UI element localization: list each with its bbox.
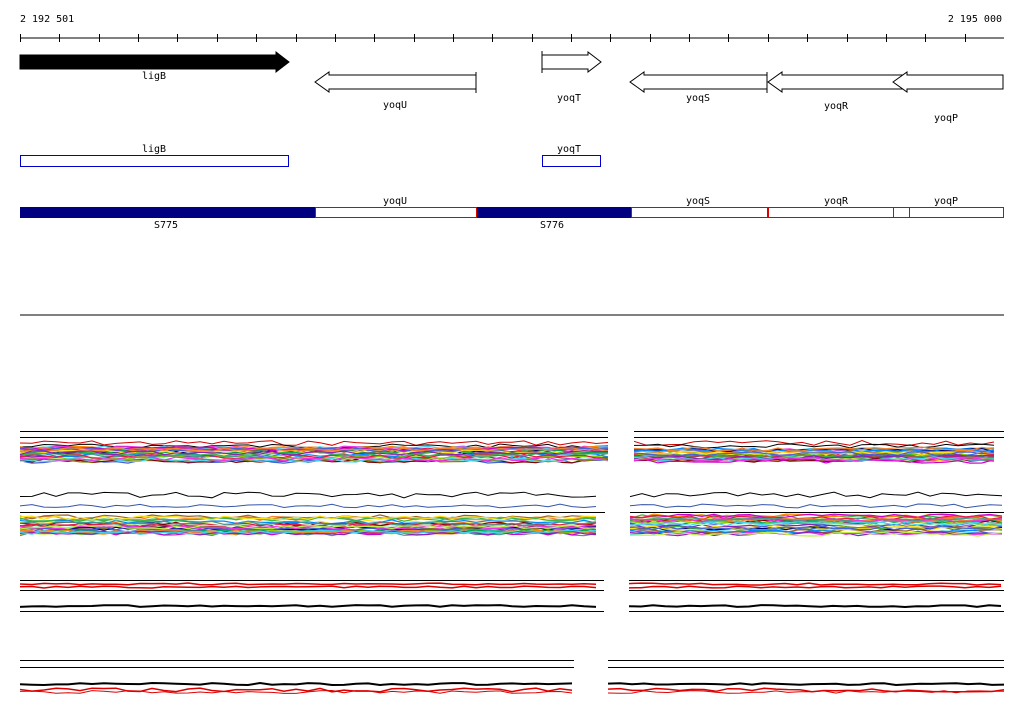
segment-small[interactable] [893,207,910,218]
segment-label-yoqP: yoqP [934,196,958,207]
feature-box-yoqT[interactable] [542,155,601,167]
segment-label-yoqS: yoqS [686,196,710,207]
profile-line [633,451,995,457]
profile-line [19,519,597,525]
profile-line [628,604,1002,609]
gene-arrow-yoqP[interactable] [892,71,1004,93]
profile-line [607,690,1005,694]
segment-label-S776: S776 [540,220,564,231]
profile-line [628,582,1002,586]
profile-line [628,585,1002,589]
segment-label-S775: S775 [154,220,178,231]
gene-track: ligB yoqU yoqT yoqS yoqR yoqP [19,50,1004,124]
profile-line [19,491,597,499]
gene-arrow-ligB[interactable] [19,50,290,74]
gene-arrow-yoqS[interactable] [629,71,768,93]
profile-line [19,604,597,608]
profile-line [629,516,1003,522]
position-ruler: 2 192 501 2 195 000 [20,14,1004,42]
segment-track: yoqU yoqS yoqR yoqP S775 S776 [20,196,1004,231]
profile-line [633,446,995,452]
gene-label-yoqP: yoqP [934,113,958,124]
profile-line [19,530,597,536]
gene-label-yoqT: yoqT [557,93,581,104]
profile-line [19,520,597,526]
profile-line [19,524,597,530]
profile-line [629,503,1003,509]
profile-line [633,458,995,464]
profile-line [19,503,597,509]
profile-line [629,521,1003,527]
feature-box-ligB[interactable] [20,155,289,167]
segment-S775[interactable] [20,207,315,218]
profile-line [19,529,597,535]
segment-label-yoqU: yoqU [383,196,407,207]
feature-label-ligB: ligB [142,144,166,155]
segment-yoqP[interactable] [909,207,1004,218]
feature-label-yoqT: yoqT [557,144,581,155]
gene-label-yoqS: yoqS [686,93,710,104]
segment-yoqS[interactable] [631,207,768,218]
profile-line [633,450,995,456]
profile-line [19,585,597,589]
profile-line [633,439,995,446]
gene-arrow-yoqT[interactable] [541,50,602,74]
segment-yoqU[interactable] [315,207,477,218]
profile-line [19,440,609,446]
profile-line [19,515,597,521]
profile-line [629,525,1003,531]
profile-line [19,516,597,522]
ruler-start-label: 2 192 501 [20,14,74,25]
profile-line [629,514,1003,521]
profile-line [19,457,609,463]
profile-line [19,681,573,687]
gene-arrow-yoqR[interactable] [767,71,908,93]
gene-label-ligB: ligB [142,71,166,82]
profile-line [607,682,1005,687]
gene-label-yoqU: yoqU [383,100,407,111]
segment-yoqR[interactable] [768,207,894,218]
feature-track: ligB yoqT [20,144,601,167]
profile-line [19,450,608,456]
profile-line [19,689,573,694]
profile-line [633,443,995,449]
gene-arrow-yoqU[interactable] [314,71,477,93]
ruler-ticks [20,34,966,42]
profile-line [19,456,609,462]
profile-line [629,513,1003,519]
expression-profiles [19,431,1005,694]
segment-S776[interactable] [477,207,631,218]
segment-label-yoqR: yoqR [824,196,849,207]
ruler-end-label: 2 195 000 [948,14,1002,25]
profile-line [633,447,995,453]
gene-label-yoqR: yoqR [824,101,849,112]
profile-line [629,491,1003,499]
profile-line [629,525,1003,531]
profile-line [19,687,573,693]
profile-line [19,582,597,586]
profile-line [19,447,609,453]
profile-line [629,531,1003,537]
profile-line [633,456,995,463]
